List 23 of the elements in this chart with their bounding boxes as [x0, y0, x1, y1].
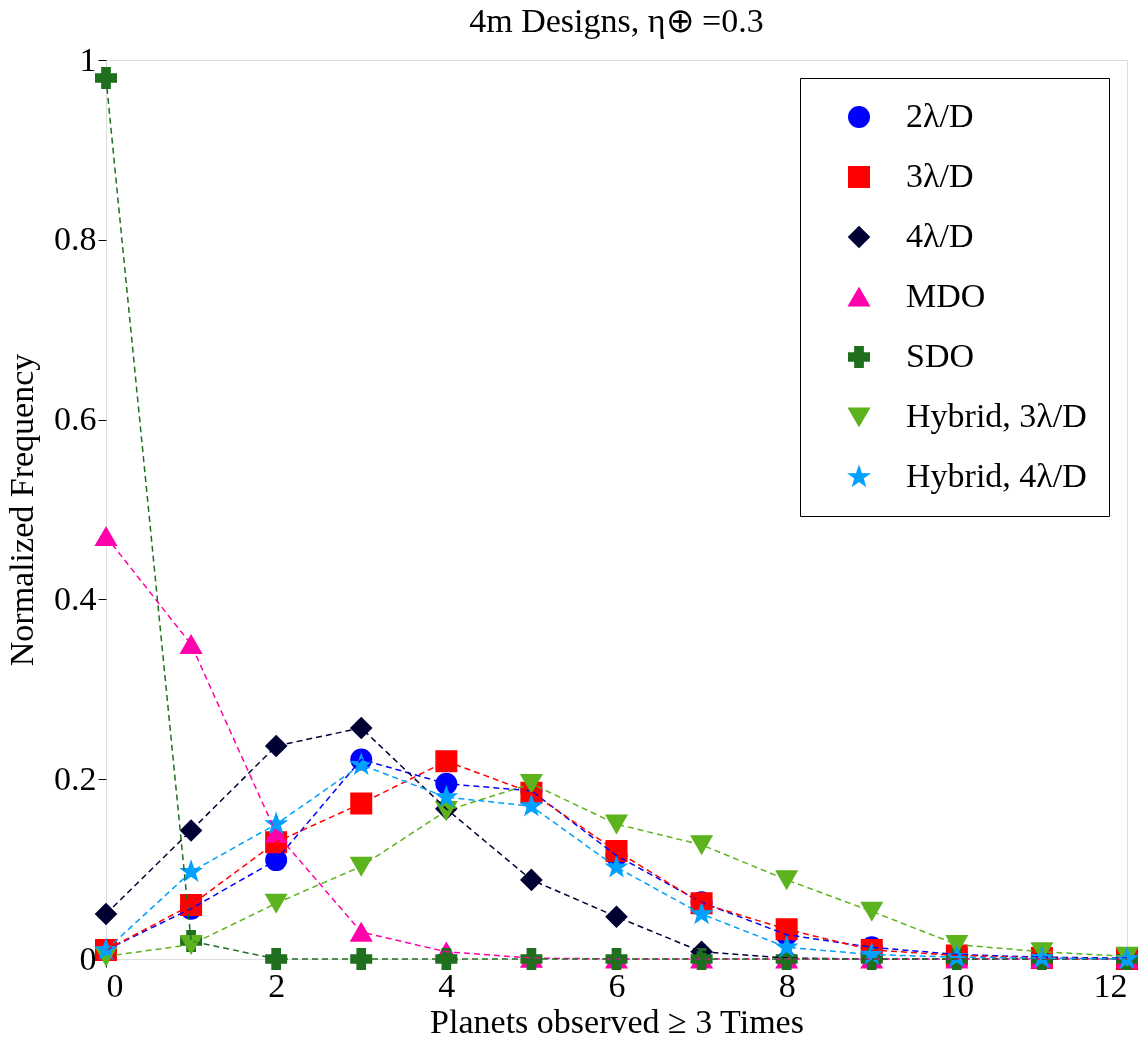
- x-axis-title: Planets observed ≥ 3 Times: [430, 1002, 804, 1040]
- x-tick-label: 6: [608, 966, 626, 1004]
- chart-title: 4m Designs, η⊕ =0.3: [469, 2, 764, 39]
- y-tick-label: 0.8: [54, 220, 97, 258]
- y-tick-label: 0.4: [54, 579, 97, 617]
- legend-label: 2λ/D: [906, 97, 974, 134]
- x-tick-label: 10: [940, 966, 975, 1004]
- x-tick-label: 4: [438, 966, 456, 1004]
- x-tick-label: 2: [268, 966, 286, 1004]
- x-tick-label: 8: [778, 966, 796, 1004]
- y-tick-label: 1: [79, 40, 97, 78]
- y-tick-label: 0: [79, 939, 97, 977]
- legend-label: Hybrid, 3λ/D: [906, 397, 1087, 434]
- legend-label: Hybrid, 4λ/D: [906, 457, 1087, 494]
- y-tick-label: 0.6: [54, 400, 97, 438]
- legend-label: 3λ/D: [906, 157, 974, 194]
- x-tick-label: 12: [1093, 966, 1128, 1004]
- legend-label: SDO: [906, 337, 975, 374]
- x-tick-label: 0: [106, 966, 124, 1004]
- y-tick-label: 0.2: [54, 759, 97, 797]
- legend-label: 4λ/D: [906, 217, 974, 254]
- y-axis-title: Normalized Frequency: [3, 353, 40, 667]
- legend-label: MDO: [906, 277, 986, 314]
